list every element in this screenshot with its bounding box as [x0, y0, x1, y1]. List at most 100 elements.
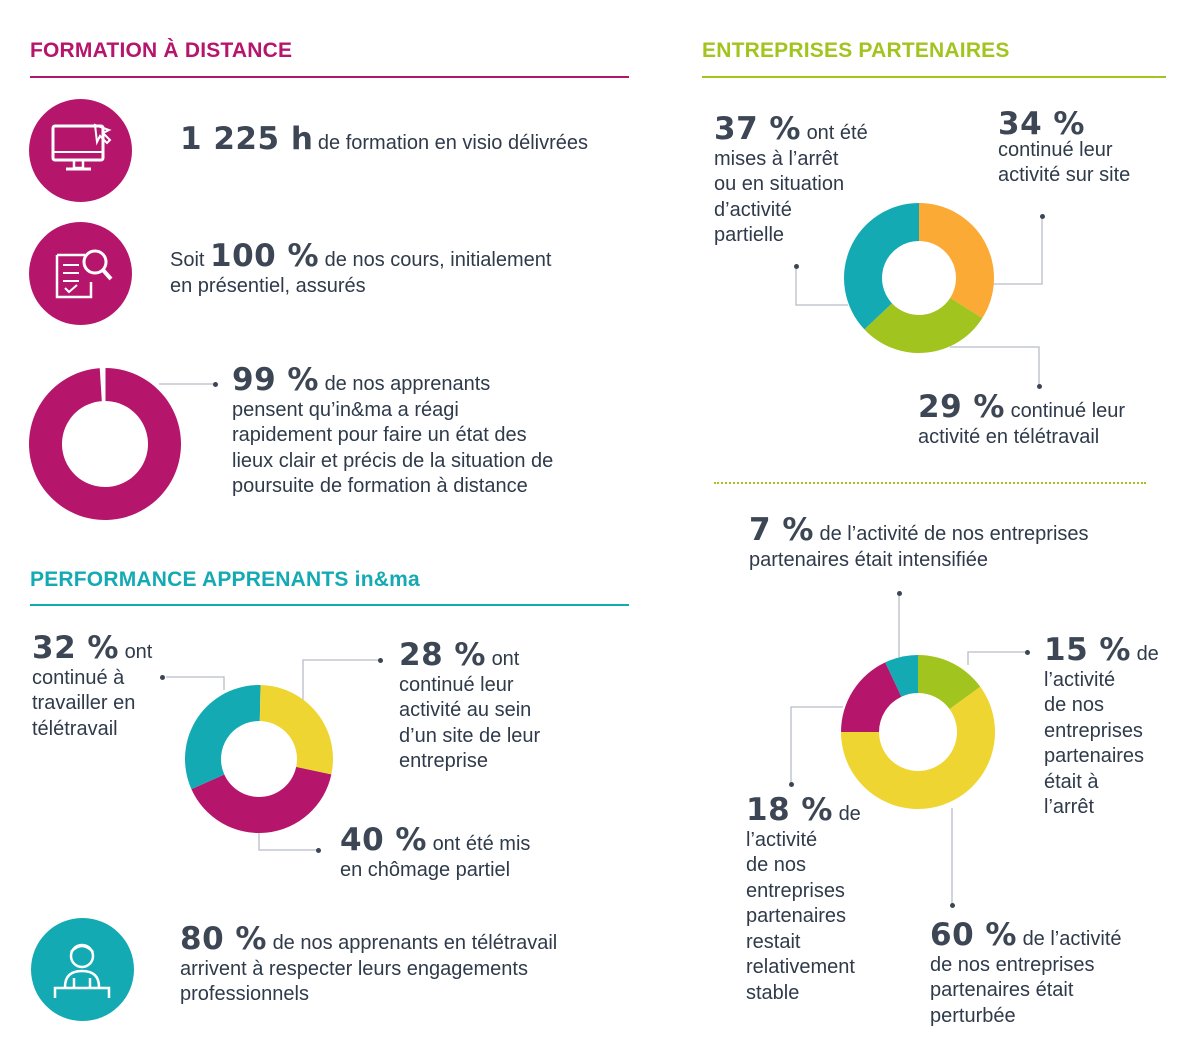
- donut-slice: [191, 766, 332, 833]
- stat-ent-stable-line6: restait: [746, 930, 801, 953]
- stat-react-value: 99 %: [232, 362, 319, 398]
- stat-ent-perturbee-line1: de l’activité: [1022, 928, 1122, 950]
- donut-slice: [99, 367, 106, 402]
- stat-ent-intensifiee-line2: partenaires était intensifiée: [749, 548, 989, 571]
- stat-perf-chomage-line2: en chômage partiel: [340, 858, 511, 881]
- stat-react: 99 % de nos apprenants pensent qu’in&ma …: [232, 365, 554, 500]
- stat-ent-tele: 29 % continué leur activité en télétrava…: [918, 392, 1126, 450]
- stat-ent-perturbee: 60 % de l’activité de nos entreprises pa…: [930, 920, 1122, 1029]
- section-title-performance: PERFORMANCE APPRENANTS in&ma: [30, 568, 420, 591]
- stat-ent-intensifiee-line1: de l’activité de nos entreprises: [819, 523, 1089, 545]
- section-title-formation: FORMATION À DISTANCE: [30, 39, 293, 62]
- section-rule-formation: [30, 76, 629, 78]
- stat-perf-chomage-line1: ont été mis: [432, 833, 531, 855]
- stat-ent-perturbee-value: 60 %: [930, 917, 1017, 953]
- leader-dot: [789, 782, 794, 787]
- stat-perf-site-line4: d’un site de leur: [399, 724, 541, 747]
- stat-ent-tele-line2: activité en télétravail: [918, 425, 1100, 448]
- stat-ent-site-value: 34 %: [998, 106, 1085, 142]
- leader-dot: [213, 382, 218, 387]
- stat-ent-arret-value: 37 %: [714, 111, 801, 147]
- stat-ent-arret-line1: ont été: [806, 122, 868, 144]
- stat-perf-site-line5: entreprise: [399, 750, 488, 772]
- stat-perf-tele-line4: télétravail: [32, 717, 118, 740]
- stat-courses-value: 100 %: [210, 238, 320, 274]
- stat-perf-site-line3: activité au sein: [399, 699, 532, 721]
- stat-ent-arret15-line2: l’activité: [1044, 668, 1116, 691]
- stat-engagements-line1: de nos apprenants en télétravail: [272, 932, 558, 954]
- stat-ent-stable-line3: de nos: [746, 854, 807, 876]
- stat-ent-arret-line3: ou en situation: [714, 173, 845, 195]
- stat-ent-perturbee-line3: partenaires était: [930, 979, 1074, 1001]
- donut-slice: [844, 203, 919, 330]
- stat-perf-tele-value: 32 %: [32, 630, 119, 666]
- stat-engagements-line2: arrivent à respecter leurs engagements: [180, 957, 528, 980]
- stat-ent-perturbee-line4: perturbée: [930, 1004, 1016, 1027]
- stat-ent-tele-value: 29 %: [918, 389, 1005, 425]
- stat-ent-stable-line8: stable: [746, 981, 800, 1004]
- stat-ent-stable-value: 18 %: [746, 792, 833, 828]
- stat-react-line5: poursuite de formation à distance: [232, 475, 528, 497]
- donut-slice: [919, 203, 995, 319]
- stat-ent-arret15-line7: l’arrêt: [1044, 796, 1095, 818]
- stat-ent-intensifiee: 7 % de l’activité de nos entreprises par…: [749, 515, 1089, 573]
- stat-courses-line1: de nos cours, initialement: [324, 249, 552, 271]
- stat-engagements-value: 80 %: [180, 921, 267, 957]
- dotted-separator: [714, 482, 1146, 484]
- stat-ent-arret15-line4: entreprises: [1044, 719, 1143, 742]
- stat-ent-arret-line4: d’activité: [714, 198, 792, 221]
- leader-dot: [1040, 214, 1045, 219]
- donut-slice: [918, 655, 981, 710]
- leader-dot: [950, 903, 955, 908]
- stat-react-line4: lieux clair et précis de la situation de: [232, 449, 554, 472]
- stat-hours-value: 1 225 h: [180, 121, 314, 157]
- stat-perf-tele: 32 % ont continué à travailler en télétr…: [32, 633, 153, 742]
- stat-ent-arret15-line3: de nos: [1044, 694, 1105, 716]
- stat-ent-arret15-line6: était à: [1044, 770, 1099, 793]
- stat-perf-site-line2: continué leur: [399, 673, 514, 696]
- stat-ent-stable-line5: partenaires: [746, 905, 847, 927]
- stat-ent-intensifiee-value: 7 %: [749, 512, 814, 548]
- stat-ent-tele-line1: continué leur: [1010, 400, 1126, 422]
- document-magnifier-icon: [29, 222, 132, 325]
- stat-react-line3: rapidement pour faire un état des: [232, 424, 527, 446]
- leader-dot: [1037, 384, 1042, 389]
- donut-slice: [841, 662, 902, 732]
- stat-engagements: 80 % de nos apprenants en télétravail ar…: [180, 924, 558, 1008]
- section-title-entreprises: ENTREPRISES PARTENAIRES: [702, 39, 1010, 62]
- stat-ent-stable: 18 % de l’activité de nos entreprises pa…: [746, 795, 861, 1006]
- stat-perf-chomage: 40 % ont été mis en chômage partiel: [340, 825, 531, 883]
- stat-ent-arret15: 15 % de l’activité de nos entreprises pa…: [1044, 635, 1159, 821]
- stat-ent-arret15-value: 15 %: [1044, 632, 1131, 668]
- donut-slice: [885, 655, 918, 697]
- stat-ent-arret: 37 % ont été mises à l’arrêt ou en situa…: [714, 114, 868, 249]
- stat-ent-stable-line1: de: [838, 803, 861, 825]
- stat-perf-site-value: 28 %: [399, 637, 486, 673]
- leader-dot: [1025, 650, 1030, 655]
- stat-perf-tele-line2: continué à: [32, 666, 125, 689]
- stat-ent-stable-line2: l’activité: [746, 828, 818, 851]
- stat-perf-site-line1: ont: [491, 648, 520, 670]
- stat-ent-site-line2: activité sur site: [998, 164, 1131, 186]
- stat-perf-site: 28 % ont continué leur activité au sein …: [399, 640, 541, 775]
- donut-slice: [259, 685, 333, 775]
- leader-dot: [378, 658, 383, 663]
- stat-react-line2: pensent qu’in&ma a réagi: [232, 398, 459, 421]
- donut-slice: [184, 684, 261, 790]
- stat-perf-tele-line1: ont: [124, 641, 153, 663]
- leader-dot: [316, 848, 321, 853]
- stat-react-line1: de nos apprenants: [324, 373, 491, 395]
- stat-engagements-line3: professionnels: [180, 983, 309, 1005]
- donut-slice: [28, 368, 181, 520]
- stat-ent-perturbee-line2: de nos entreprises: [930, 953, 1095, 976]
- donut-slice: [841, 686, 995, 809]
- stat-hours-label: de formation en visio délivrées: [317, 132, 589, 154]
- stat-perf-tele-line3: travailler en: [32, 692, 136, 714]
- donut-slice: [864, 297, 983, 353]
- stat-ent-arret-line2: mises à l’arrêt: [714, 147, 839, 170]
